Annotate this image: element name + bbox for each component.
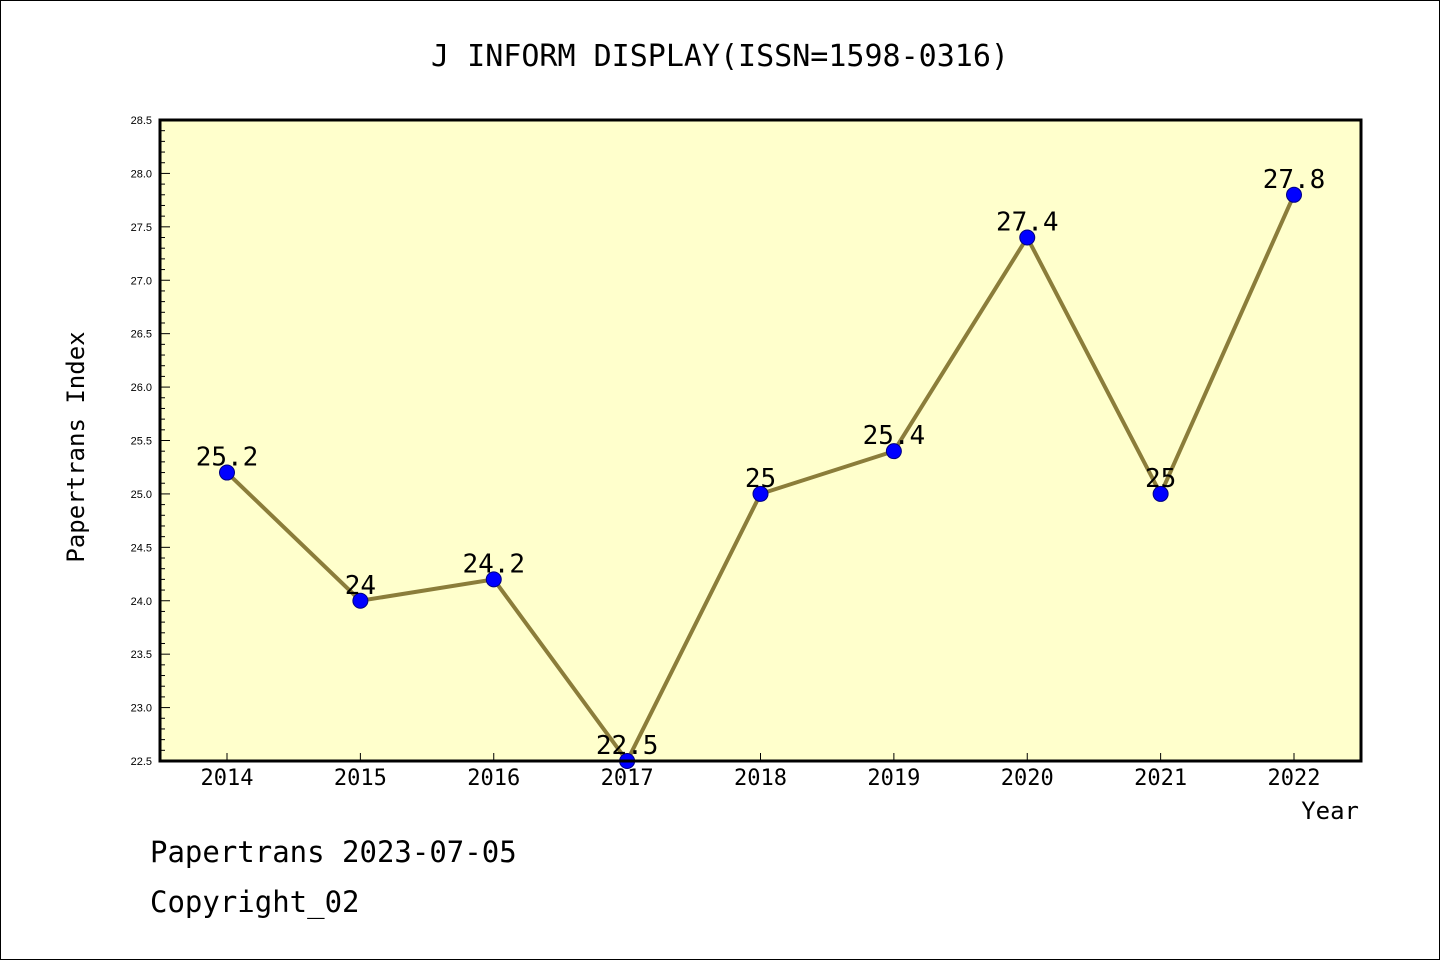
y-tick-label: 23.0 [131, 703, 152, 715]
x-axis: 2014 2015 2016 2017 2018 2019 2020 2021 2022 [201, 753, 1321, 791]
y-tick-label: 25.0 [131, 489, 152, 501]
data-label: 24 [345, 571, 376, 601]
y-axis: 22.5 23.0 23.5 24.0 24.5 25.0 25.5 26.0 26.5 27.0… [131, 115, 170, 768]
x-tick-label: 2021 [1134, 766, 1187, 791]
x-tick-label: 2015 [334, 766, 387, 791]
x-axis-title: Year [1301, 797, 1359, 825]
y-tick-label: 28.0 [131, 168, 152, 180]
data-label: 22.5 [596, 731, 659, 761]
footer-date: Papertrans 2023-07-05 [150, 835, 517, 869]
y-tick-label: 27.5 [131, 222, 152, 234]
data-label: 25 [745, 464, 776, 494]
data-point [485, 571, 502, 588]
x-tick-label: 2020 [1001, 766, 1054, 791]
chart-title: J INFORM DISPLAY(ISSN=1598-0316) [431, 39, 1009, 74]
y-tick-label: 27.0 [131, 275, 152, 287]
y-tick-label: 22.5 [131, 756, 152, 768]
x-tick-label: 2018 [734, 766, 787, 791]
data-labels: 25.2 24 24.2 22.5 25 25.4 27.4 25 27.8 [196, 165, 1326, 761]
data-label: 27.8 [1263, 165, 1326, 195]
x-tick-label: 2016 [467, 766, 520, 791]
x-tick-label: 2014 [201, 766, 254, 791]
data-label: 24.2 [462, 549, 525, 579]
data-points [219, 186, 1302, 769]
data-point [1152, 485, 1169, 502]
x-tick-label: 2022 [1268, 766, 1321, 791]
data-point [219, 464, 235, 481]
data-label: 25.4 [863, 421, 926, 451]
y-tick-label: 26.5 [131, 329, 152, 341]
x-tick-label: 2017 [601, 766, 654, 791]
plot-area [160, 120, 1361, 761]
data-label: 25 [1145, 464, 1176, 494]
data-point [1019, 229, 1036, 246]
data-point [885, 443, 902, 460]
y-tick-label: 24.5 [131, 542, 152, 554]
y-tick-label: 24.0 [131, 596, 152, 608]
y-tick-label: 28.5 [131, 115, 152, 127]
y-tick-label: 26.0 [131, 382, 152, 394]
y-tick-label: 23.5 [131, 649, 152, 661]
y-tick-label: 25.5 [131, 436, 152, 448]
data-point [1286, 186, 1302, 203]
x-tick-label: 2019 [867, 766, 920, 791]
y-axis-title: Papertrans Index [62, 331, 90, 562]
data-label: 25.2 [196, 443, 259, 473]
data-point [752, 485, 769, 502]
data-point [352, 592, 369, 609]
footer-copyright: Copyright_02 [150, 885, 360, 919]
plot-border [158, 118, 1363, 763]
data-label: 27.4 [996, 208, 1059, 238]
